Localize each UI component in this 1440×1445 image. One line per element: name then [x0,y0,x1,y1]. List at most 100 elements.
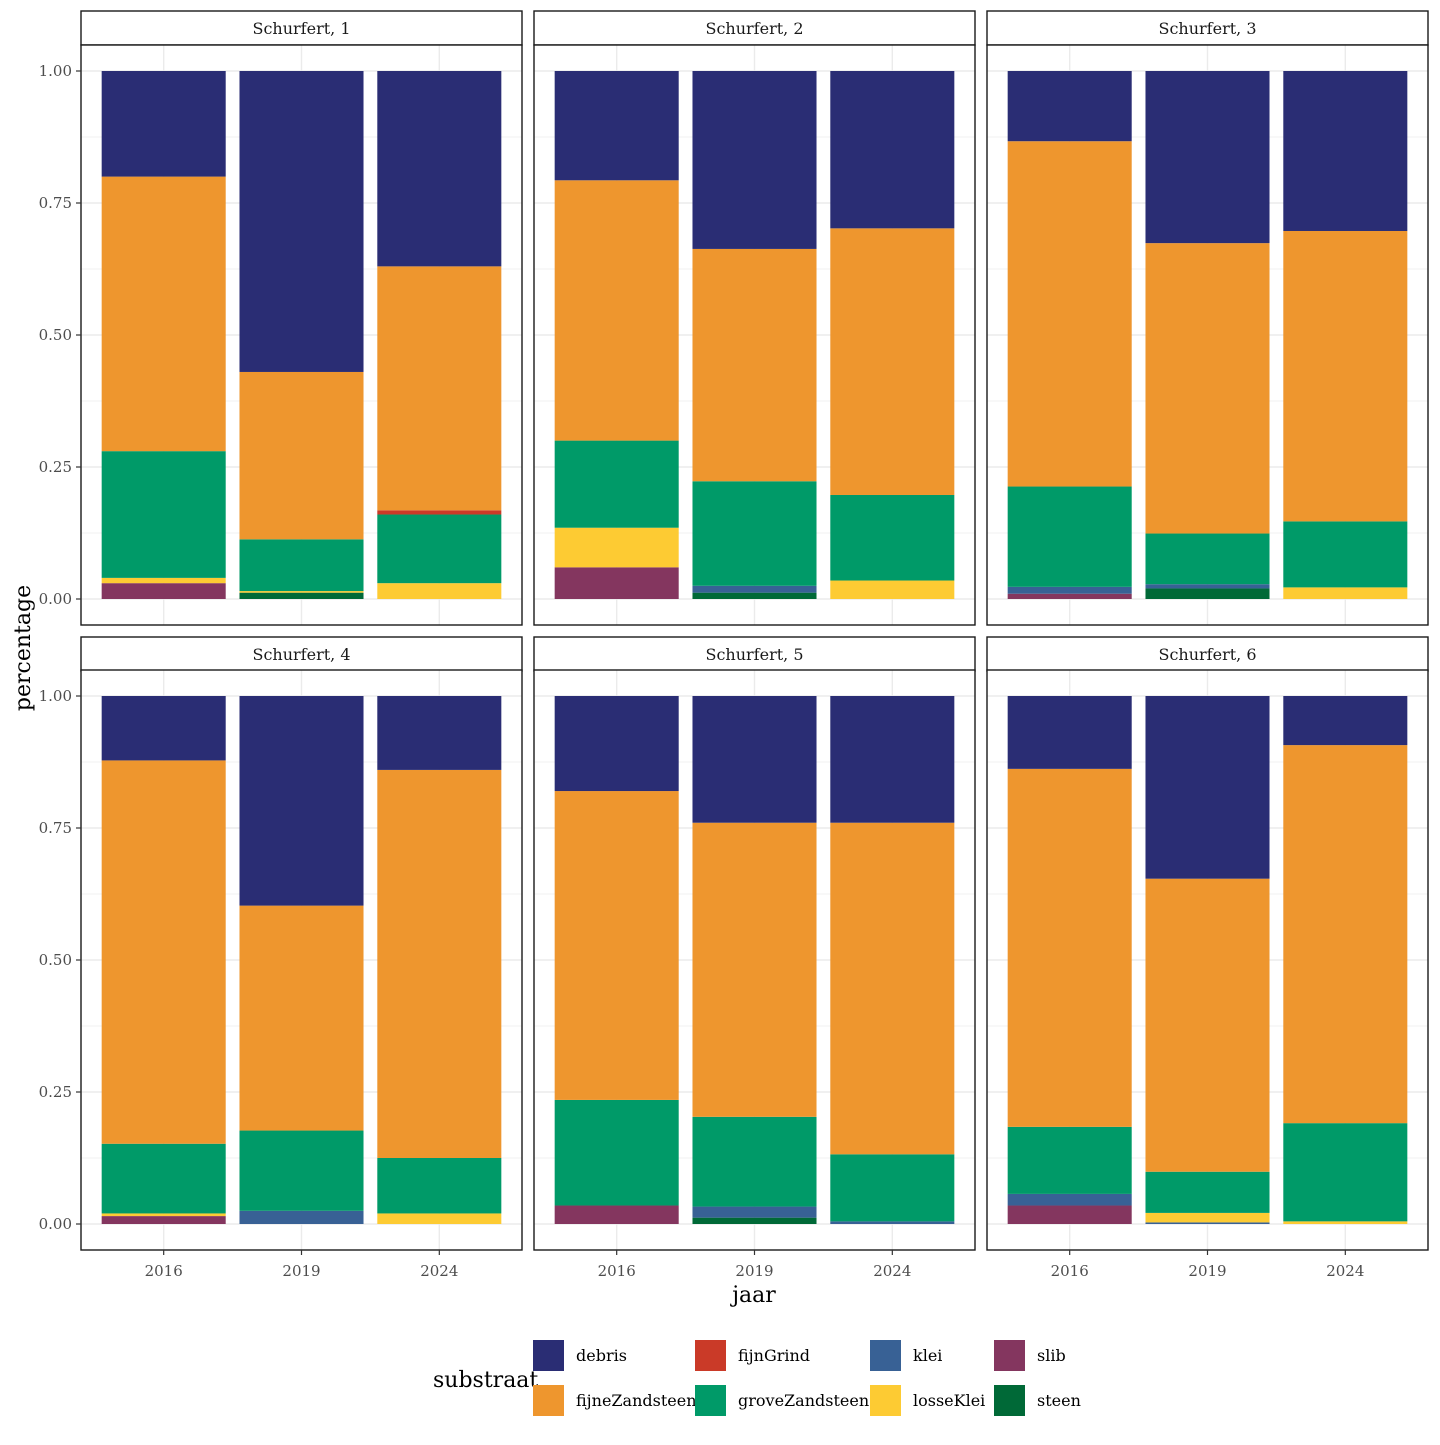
bar-fijneZandsteen-2016 [1007,141,1132,487]
legend-key-losseKlei [870,1385,901,1416]
bar-steen-2019 [692,1217,817,1224]
bar-fijneZandsteen-2016 [101,760,226,1144]
x-tick-label: 2016 [598,1262,636,1280]
y-axis-title: percentage [11,585,36,711]
bar-steen-2019 [692,592,817,599]
panel-6: Schurfert, 6 2016 2019 2024 [986,636,1429,1280]
bar-losseKlei-2024 [377,583,502,599]
panel-strip-label: Schurfert, 5 [706,645,804,664]
x-tick-label: 2016 [1051,1262,1089,1280]
legend-title: substraat [433,1368,538,1393]
bar-slib-2016 [101,583,226,599]
y-tick-label: 0.00 [39,590,72,608]
legend-key-steen [994,1385,1025,1416]
y-tick-label: 0.50 [39,951,72,969]
bar-debris-2024 [830,696,955,823]
x-tick-label: 2019 [282,1262,320,1280]
x-tick-label: 2024 [420,1262,458,1280]
bar-debris-2016 [1007,71,1132,142]
bar-fijneZandsteen-2016 [101,176,226,452]
bar-groveZandsteen-2016 [1007,486,1132,587]
panel-5: Schurfert, 5 2016 2019 2024 [533,636,976,1280]
bar-slib-2016 [1007,1205,1132,1224]
panel-3: Schurfert, 3 [986,10,1429,626]
bar-losseKlei-2019 [1145,1212,1270,1223]
bar-klei-2024 [830,1221,955,1224]
bar-debris-2019 [692,71,817,249]
bar-groveZandsteen-2016 [554,440,679,528]
bar-debris-2024 [1283,696,1408,746]
y-tick-label: 0.75 [39,819,72,837]
bar-losseKlei-2016 [101,577,226,584]
bar-losseKlei-2019 [239,591,364,593]
x-tick-label: 2016 [145,1262,183,1280]
bar-losseKlei-2016 [101,1213,226,1217]
bar-debris-2016 [554,71,679,181]
y-tick-label: 0.75 [39,194,72,212]
panel-2: Schurfert, 2 [533,10,976,626]
bar-debris-2016 [101,696,226,761]
bar-groveZandsteen-2024 [1283,521,1408,588]
bar-groveZandsteen-2016 [554,1099,679,1206]
bar-klei-2016 [1007,586,1132,594]
panel-1: Schurfert, 1 0.00 0.25 0.50 0.75 1.00 [39,10,523,626]
y-tick-label: 1.00 [39,62,72,80]
bar-fijneZandsteen-2024 [377,266,502,511]
legend-label-klei: klei [913,1346,942,1365]
y-tick-label: 0.25 [39,458,72,476]
bar-groveZandsteen-2019 [692,481,817,586]
panel-strip [533,636,976,672]
bar-slib-2016 [101,1216,226,1224]
panel-4: Schurfert, 4 0.00 0.25 0.50 0.75 1.00 2016 2019… [39,636,523,1280]
bar-debris-2024 [377,696,502,770]
legend-key-klei [870,1340,901,1371]
bar-fijneZandsteen-2019 [239,905,364,1131]
x-tick-label: 2024 [1326,1262,1364,1280]
x-axis-title: jaar [729,1283,776,1308]
bar-losseKlei-2024 [830,580,955,599]
bar-losseKlei-2024 [377,1213,502,1224]
bar-debris-2024 [830,71,955,229]
bar-debris-2019 [1145,696,1270,879]
y-tick-label: 0.50 [39,326,72,344]
bar-groveZandsteen-2016 [1007,1126,1132,1194]
legend-label-losseKlei: losseKlei [913,1391,985,1410]
bar-groveZandsteen-2024 [377,514,502,584]
bar-fijneZandsteen-2019 [1145,878,1270,1172]
bar-groveZandsteen-2016 [101,1143,226,1214]
bar-steen-2019 [239,592,364,599]
x-tick-label: 2024 [873,1262,911,1280]
bar-groveZandsteen-2024 [1283,1123,1408,1222]
bar-slib-2016 [554,567,679,599]
x-tick-label: 2019 [1188,1262,1226,1280]
bar-debris-2016 [101,71,226,177]
panel-strip [533,10,976,46]
y-tick-label: 1.00 [39,687,72,705]
x-tick-label: 2019 [735,1262,773,1280]
bar-groveZandsteen-2024 [830,494,955,581]
bar-debris-2019 [239,71,364,372]
bar-groveZandsteen-2024 [830,1154,955,1222]
legend-label-steen: steen [1037,1391,1081,1410]
bar-debris-2019 [692,696,817,823]
bar-debris-2016 [1007,696,1132,769]
bar-debris-2019 [239,696,364,906]
bar-fijnGrind-2024 [377,510,502,515]
panel-strip-label: Schurfert, 4 [253,645,351,664]
bar-fijneZandsteen-2024 [1283,230,1408,522]
panel-strip-label: Schurfert, 3 [1159,19,1257,38]
panel-strip [80,10,523,46]
bar-groveZandsteen-2019 [692,1116,817,1207]
bar-fijneZandsteen-2024 [830,822,955,1155]
bar-klei-2019 [239,1210,364,1224]
panel-border [986,44,1429,626]
bar-klei-2019 [692,1206,817,1218]
legend-label-debris: debris [576,1346,627,1365]
bar-fijneZandsteen-2019 [1145,243,1270,534]
bar-groveZandsteen-2019 [1145,1171,1270,1213]
legend-key-fijneZandsteen [533,1385,564,1416]
legend-label-fijneZandsteen: fijneZandsteen [576,1391,697,1410]
panel-border [533,44,976,626]
bar-groveZandsteen-2019 [1145,533,1270,585]
